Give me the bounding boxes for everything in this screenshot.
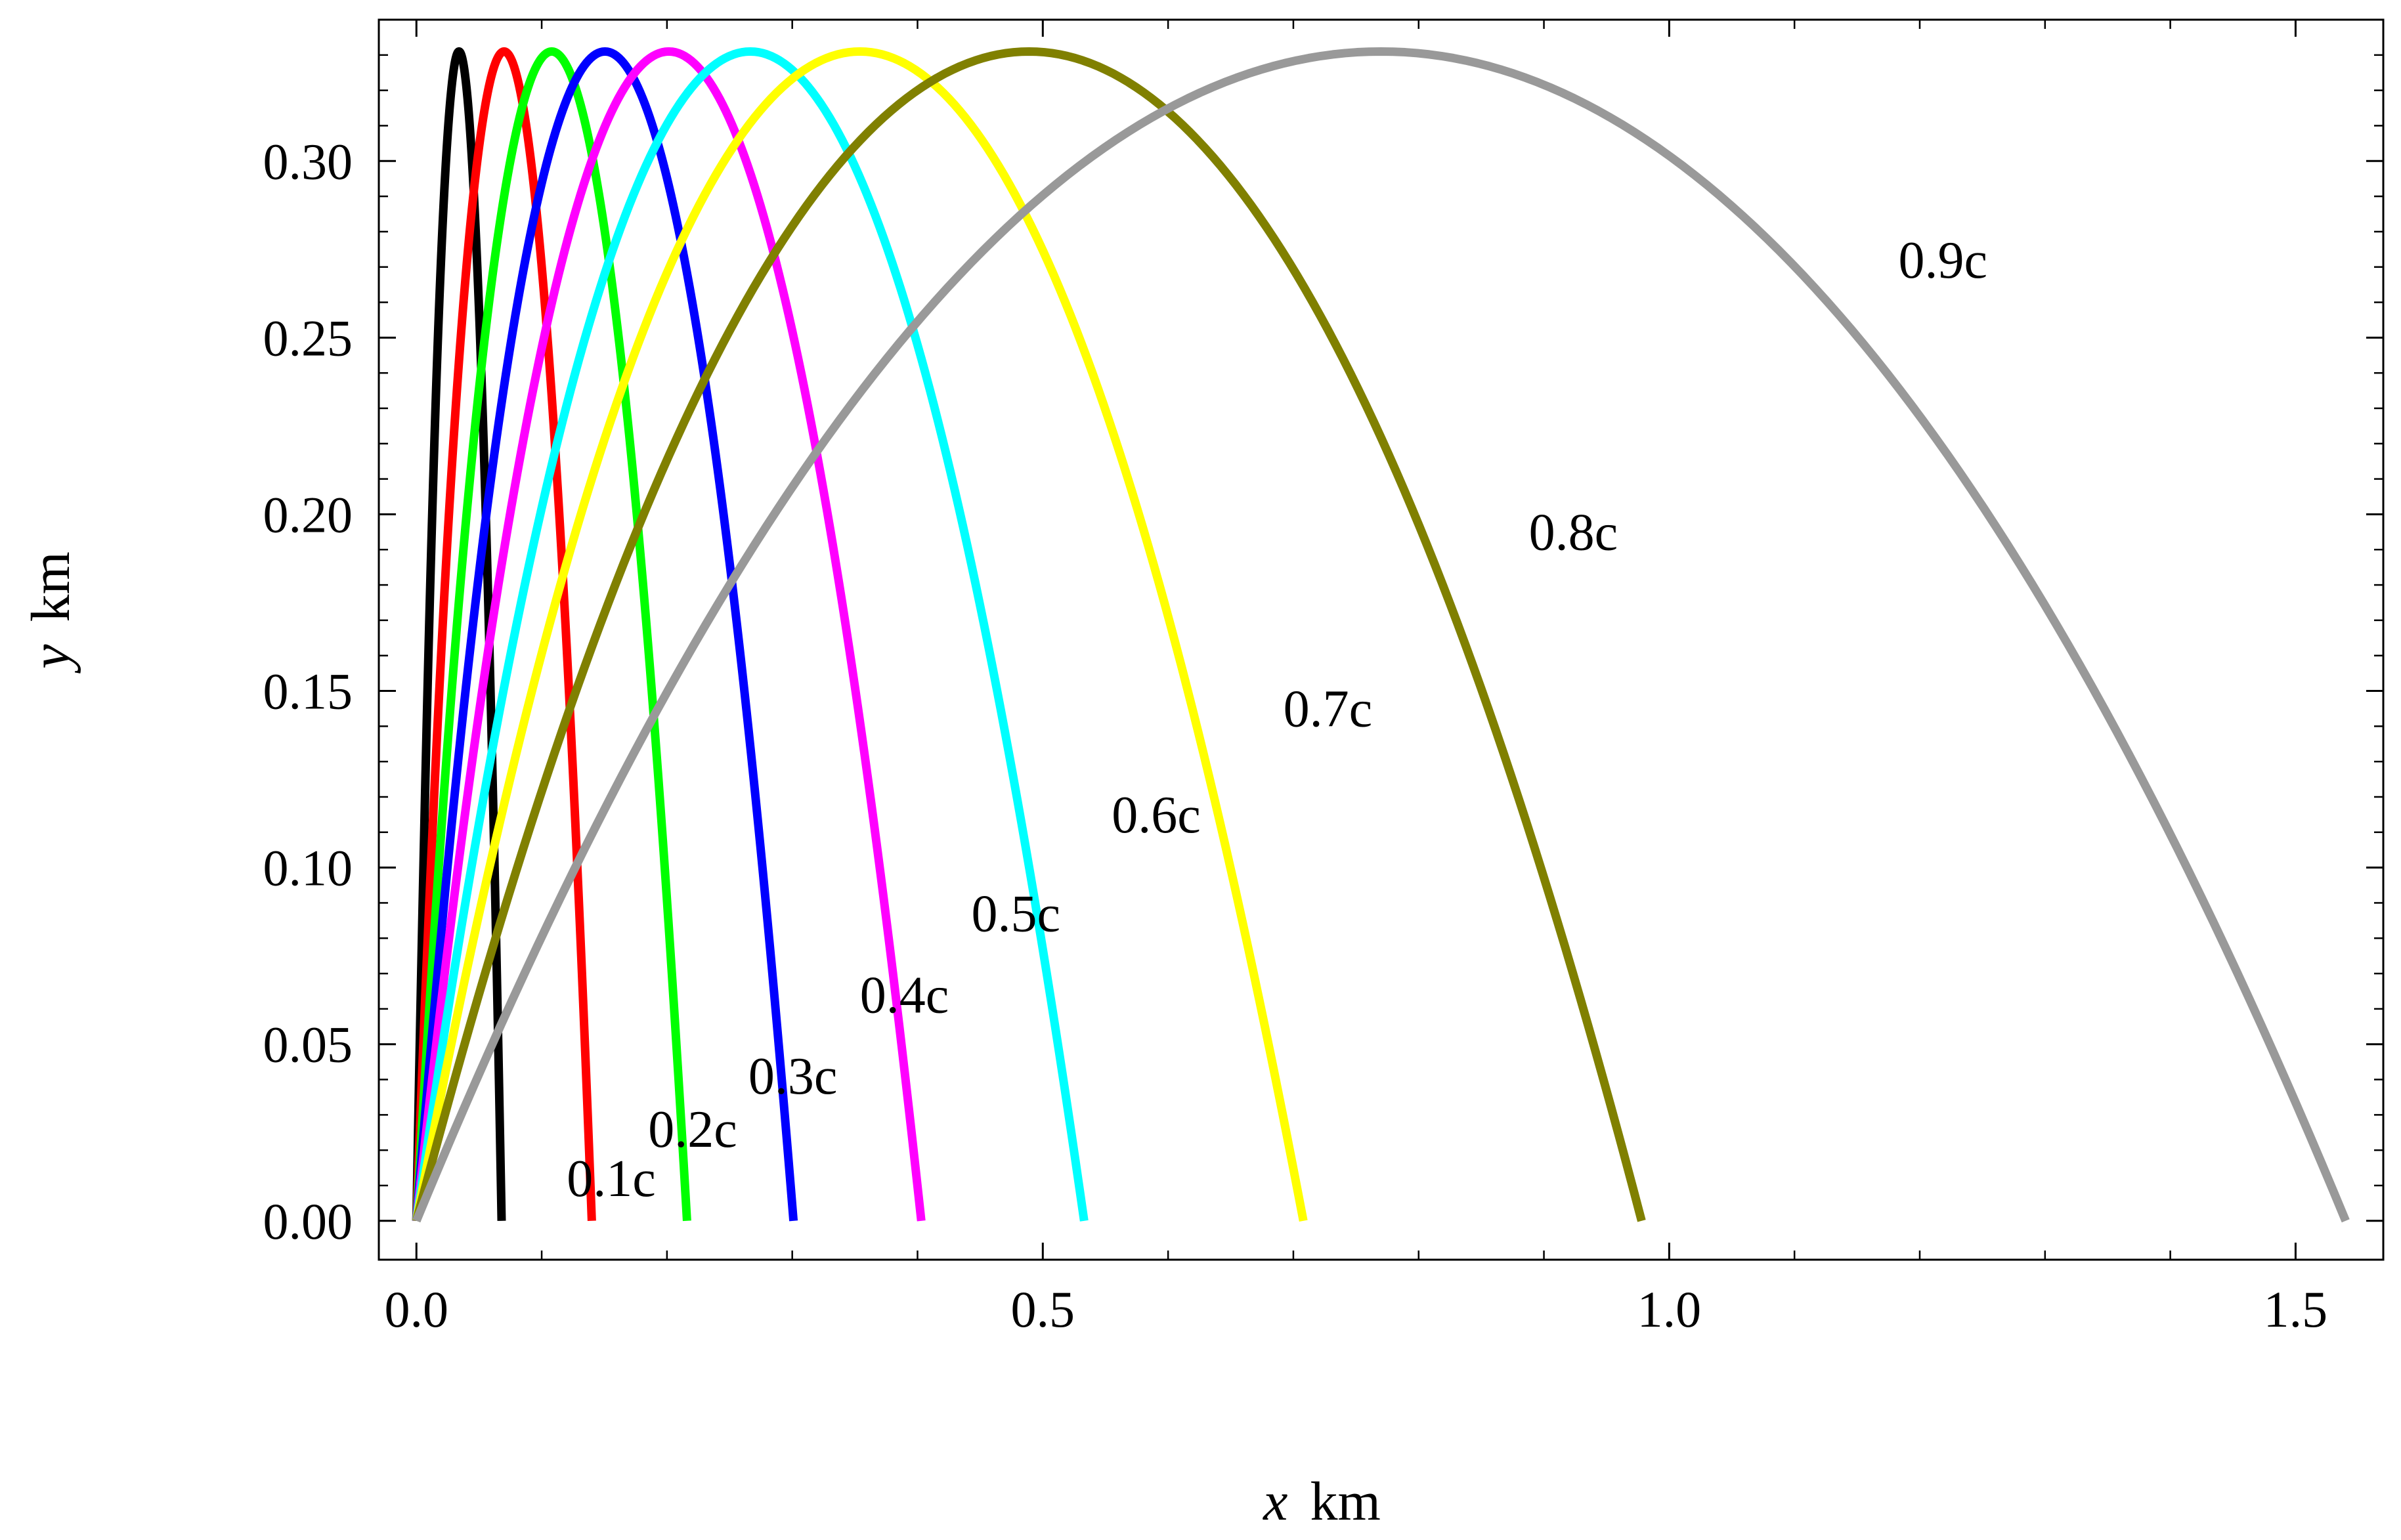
x-tick-label: 1.5 bbox=[2264, 1281, 2328, 1338]
y-tick-label: 0.30 bbox=[263, 133, 353, 190]
curve-label-0-4c: 0.4c bbox=[860, 966, 949, 1024]
x-axis-title: x km bbox=[1262, 1471, 1381, 1532]
x-tick-label: 0.0 bbox=[384, 1281, 448, 1338]
y-tick-label: 0.05 bbox=[263, 1016, 353, 1073]
y-tick-label: 0.25 bbox=[263, 309, 353, 366]
curve-label-0-2c: 0.2c bbox=[648, 1101, 737, 1159]
series-curve-0-7c bbox=[412, 47, 1308, 1222]
curve-label-0-7c: 0.7c bbox=[1284, 680, 1373, 738]
series-curve-0-5c bbox=[412, 47, 926, 1222]
series-curve-0-3c bbox=[412, 47, 691, 1222]
curve-label-0-1c: 0.1c bbox=[567, 1150, 656, 1208]
y-tick-label: 0.10 bbox=[263, 840, 353, 897]
ticks-layer: 0.0 0.5 1.0 1.5 0.00 0.05 0.10 0.15 0.20 0.25 0.30 bbox=[263, 20, 2383, 1338]
curve-label-0-5c: 0.5c bbox=[972, 885, 1061, 943]
curve-label-0-3c: 0.3c bbox=[748, 1048, 838, 1105]
y-axis-unit: km bbox=[20, 551, 81, 622]
curve-label-0-9c: 0.9c bbox=[1899, 232, 1988, 289]
y-axis-variable: y bbox=[20, 644, 81, 674]
series-curve-0-6c bbox=[412, 47, 1089, 1222]
series-curve-0-1c bbox=[412, 47, 506, 1221]
y-tick-label: 0.15 bbox=[263, 663, 353, 720]
curve-label-0-8c: 0.8c bbox=[1529, 503, 1618, 561]
y-tick-label: 0.20 bbox=[263, 486, 353, 543]
series-curve-0-4c bbox=[412, 47, 798, 1222]
series-curve-0-8c bbox=[412, 47, 1646, 1222]
x-axis-unit: km bbox=[1310, 1471, 1380, 1532]
x-axis-variable: x bbox=[1262, 1471, 1287, 1532]
y-axis-title: y km bbox=[20, 551, 81, 674]
curve-labels-layer: 0.1c0.2c0.3c 0.4c 0.5c 0.6c 0.7c 0.8c 0.9c bbox=[567, 232, 1987, 1208]
plot-frame bbox=[378, 18, 2385, 1261]
series-curve-0-9c bbox=[412, 47, 2350, 1223]
curve-label-0-6c: 0.6c bbox=[1112, 786, 1201, 844]
y-tick-label: 0.00 bbox=[263, 1193, 353, 1250]
x-tick-label: 0.5 bbox=[1011, 1281, 1075, 1338]
curves-layer bbox=[412, 47, 2350, 1223]
x-tick-label: 1.0 bbox=[1637, 1281, 1702, 1338]
